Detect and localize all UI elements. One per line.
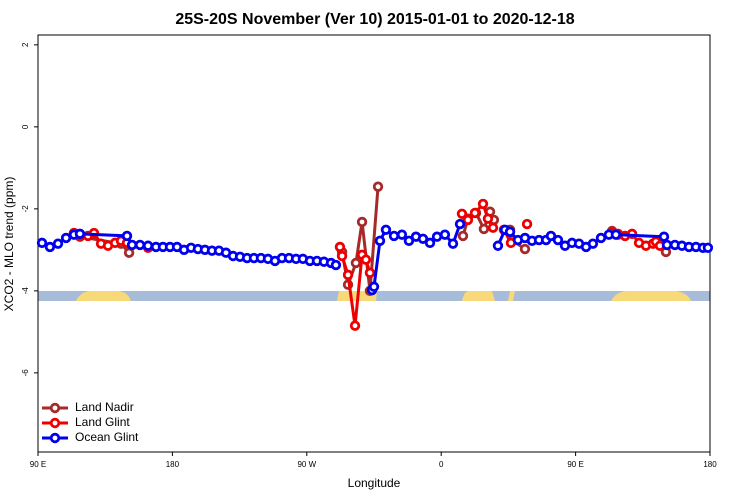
data-point <box>462 214 474 226</box>
legend-marker <box>49 417 61 429</box>
chart-title: 25S-20S November (Ver 10) 2015-01-01 to … <box>175 11 574 28</box>
land-region <box>611 291 691 301</box>
data-point <box>469 207 481 219</box>
data-point <box>661 239 673 251</box>
data-point <box>417 233 429 244</box>
data-point <box>349 320 361 331</box>
land-region <box>462 291 495 301</box>
legend-marker <box>49 432 61 444</box>
data-point <box>126 239 138 251</box>
data-point <box>403 235 415 247</box>
data-point <box>477 198 489 210</box>
data-point <box>44 241 56 253</box>
data-point <box>519 243 531 255</box>
data-point <box>330 259 342 271</box>
data-point <box>334 241 346 253</box>
data-point <box>431 231 443 242</box>
x-tick-label: 180 <box>166 460 180 469</box>
x-tick-label: 90 W <box>297 460 316 469</box>
data-point <box>504 226 516 238</box>
data-point <box>60 232 72 244</box>
data-point <box>658 231 670 242</box>
data-point <box>424 237 436 249</box>
data-point <box>492 240 504 251</box>
data-point <box>457 230 469 242</box>
data-point <box>342 269 354 281</box>
data-point <box>36 237 48 249</box>
x-tick-label: 0 <box>439 460 444 469</box>
data-point <box>595 232 607 244</box>
legend-label: Land Nadir <box>75 400 134 414</box>
land-region <box>508 291 515 301</box>
data-point <box>702 242 714 254</box>
data-point <box>52 238 64 249</box>
data-point <box>478 223 490 235</box>
data-point <box>364 267 376 279</box>
data-point <box>380 224 392 235</box>
data-point <box>552 234 564 246</box>
data-point <box>447 238 459 249</box>
data-point <box>350 257 362 269</box>
x-tick-label: 90 E <box>567 460 583 469</box>
data-point <box>482 213 494 224</box>
data-point <box>610 229 622 240</box>
data-point <box>396 229 408 240</box>
data-point <box>374 235 386 247</box>
data-point <box>454 218 466 230</box>
data-point <box>439 229 451 240</box>
data-point <box>356 216 368 228</box>
y-tick-label: 0 <box>21 124 30 129</box>
y-tick-label: -6 <box>21 369 30 377</box>
y-tick-label: -2 <box>21 205 30 213</box>
data-point <box>142 240 154 251</box>
data-point <box>336 250 348 262</box>
x-tick-label: 90 E <box>30 460 46 469</box>
land-region <box>76 291 131 301</box>
data-point <box>521 218 533 230</box>
data-point <box>368 281 380 292</box>
data-point <box>587 238 599 249</box>
x-tick-label: 180 <box>703 460 717 469</box>
data-point <box>74 228 86 240</box>
legend-marker <box>49 402 61 414</box>
legend-label: Land Glint <box>75 415 130 429</box>
data-point <box>372 181 384 192</box>
legend-label: Ocean Glint <box>75 430 139 444</box>
y-tick-label: -4 <box>21 287 30 295</box>
data-point <box>121 230 133 242</box>
x-axis-label: Longitude <box>348 476 401 490</box>
data-point <box>388 230 400 242</box>
data-point <box>487 222 499 233</box>
data-point <box>134 239 146 251</box>
y-tick-label: 2 <box>21 42 30 47</box>
data-point <box>360 254 372 265</box>
y-axis-label: XCO2 - MLO trend (ppm) <box>2 177 16 312</box>
data-point <box>456 208 468 219</box>
data-point <box>545 230 557 242</box>
